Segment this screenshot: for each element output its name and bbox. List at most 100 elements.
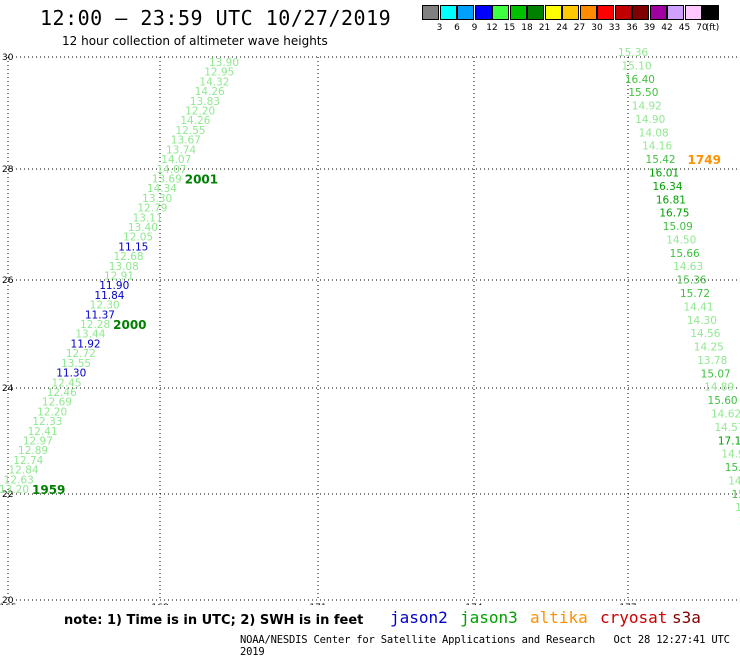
wave-height-value: 15.09 [663,221,693,233]
wave-height-value: 15.07 [701,368,731,380]
color-swatch [457,5,474,20]
wave-height-value: 14 [735,502,740,514]
wave-height-value: 12.74 [13,455,43,467]
wave-height-value: 13.08 [109,261,139,273]
wave-height-value: 12.30 [90,300,120,312]
color-swatch [614,5,632,20]
color-swatch [579,5,597,20]
wave-height-value: 11.37 [85,309,115,321]
color-scale-label: 33 [608,23,621,33]
color-swatch [527,5,544,20]
color-swatch [544,5,562,20]
color-scale-label: 12 [486,23,498,33]
color-swatch [439,5,457,20]
wave-height-value: 12.72 [66,348,96,360]
wave-height-value: 12.55 [176,125,206,137]
wave-height-value: 12.20 [185,106,215,118]
wave-height-value: 11.90 [99,280,129,292]
wave-height-value: 14.26 [180,115,210,127]
legend-item-s3a: s3a [672,608,701,627]
wave-height-value: 17.16 [718,435,740,447]
wave-height-value: 12.69 [42,397,72,409]
wave-height-value: 11.84 [94,290,124,302]
wave-height-value: 14.08 [639,127,669,139]
wave-height-value: 12.45 [51,377,81,389]
wave-height-value: 12.97 [23,435,53,447]
time-label: 1959 [32,483,65,497]
wave-height-value: 12.28 [80,319,110,331]
color-swatch [702,5,719,20]
wave-height-value: 13.67 [171,135,201,147]
wave-height-value: 14.07 [161,154,191,166]
color-swatch [492,5,509,20]
color-scale-label: 36 [626,23,638,33]
wave-height-value: 14.26 [195,86,225,98]
wave-height-value: 16.81 [656,194,686,206]
color-scale-label: 70 [696,23,708,33]
latitude-label: 28 [2,165,14,175]
latitude-label: 20 [2,596,14,605]
wave-height-value: 12.41 [28,426,58,438]
wave-height-value: 14.90 [635,114,665,126]
wave-height-value: 16.75 [659,208,689,220]
wave-height-value: 13.40 [128,222,158,234]
wave-height-value: 12.68 [114,251,144,263]
legend-item-altika: altika [530,608,588,627]
wave-height-value: 14.62 [711,409,740,421]
longitude-label: 165 [0,603,17,605]
wave-height-value: 14.56 [690,328,720,340]
color-swatch [474,5,492,20]
color-scale-label: 42 [661,23,673,33]
latitude-label: 24 [2,384,14,394]
wave-height-value: 13.78 [697,355,727,367]
page-title: 12:00 – 23:59 UTC 10/27/2019 [40,6,392,30]
wave-height-value: 13 [739,516,740,528]
wave-height-value: 13.74 [166,144,196,156]
color-swatch [422,5,439,20]
latitude-label: 30 [2,53,14,63]
color-scale-label: 30 [591,23,603,33]
wave-height-value: 15.66 [670,248,700,260]
wave-height-value: 12.89 [18,445,48,457]
color-scale-label: 15 [503,23,516,33]
wave-height-value: 12.95 [204,67,234,79]
latitude-label: 26 [2,276,14,286]
wave-height-value: 16.34 [652,181,682,193]
footer-note: note: 1) Time is in UTC; 2) SWH is in fe… [64,613,364,628]
wave-height-value: 16.01 [649,168,679,180]
legend-item-jason2: jason2 [390,608,448,627]
wave-height-value: 12.84 [9,465,39,477]
wave-height-value: 14.34 [147,183,177,195]
wave-height-value: 11.92 [71,338,101,350]
wave-height-value: 14.07 [156,164,186,176]
wave-height-value: 14.41 [683,301,713,313]
color-scale-label: 9 [471,23,478,33]
footer-credit: NOAA/NESDIS Center for Satellite Applica… [240,634,740,658]
page-subtitle: 12 hour collection of altimeter wave hei… [62,34,328,48]
color-scale-label: 6 [454,23,460,33]
wave-height-value: 14.89 [704,382,734,394]
wave-height-value: 15.60 [708,395,738,407]
color-scale-label: 27 [573,23,586,33]
color-swatch [667,5,684,20]
longitude-label: 168 [151,603,168,605]
latitude-label: 22 [2,490,13,500]
wave-height-value: 13.20 [0,484,29,496]
color-swatch [684,5,702,20]
legend-item-cryosat: cryosat [600,608,668,627]
wave-height-value: 12.63 [4,474,34,486]
wave-height-value: 13.44 [75,329,105,341]
color-scale-label: 45 [678,23,691,33]
wave-height-value: 15.42 [646,154,676,166]
wave-height-value: 13.55 [61,358,91,370]
longitude-label: 177 [619,603,636,605]
wave-height-value: 12.46 [47,387,77,399]
wave-height-value: 15.10 [621,60,651,72]
legend-item-jason3: jason3 [460,608,518,627]
wave-height-value: 12.91 [104,271,134,283]
wave-height-value: 14.16 [642,141,672,153]
wave-height-value: 14.25 [694,342,724,354]
wave-height-value: 12.20 [37,406,67,418]
wave-height-value: 14.5 [728,475,740,487]
wave-height-value: 13.11 [133,212,163,224]
